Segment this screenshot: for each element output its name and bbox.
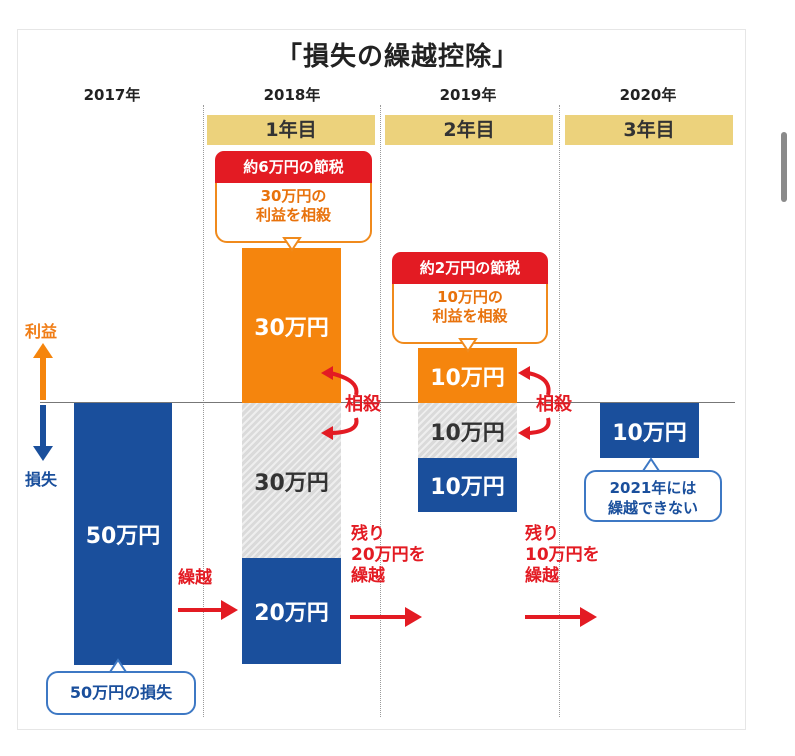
callout-tail xyxy=(458,338,478,353)
expiry-note-line2: 繰越できない xyxy=(607,499,698,517)
remain-note-2018: 残り 20万円を 繰越 xyxy=(351,524,426,587)
carry-label-2017: 繰越 xyxy=(178,568,212,588)
tax-saving-callout-2018: 約6万円の節税 30万円の 利益を相殺 xyxy=(215,151,372,243)
callout-tail xyxy=(108,658,128,673)
arrowhead-icon xyxy=(518,426,530,440)
remain-note-2018-line3: 繰越 xyxy=(351,566,385,586)
remain-note-2018-line2: 20万円を xyxy=(351,545,426,565)
callout-tail xyxy=(641,457,661,472)
year-2020: 2020年 xyxy=(619,86,677,104)
remaining-loss-bar-2019-label: 10万円 xyxy=(430,475,505,500)
tax-saving-head-2019: 約2万円の節税 xyxy=(392,252,548,284)
column-divider xyxy=(380,105,381,717)
remaining-loss-bar-2018-label: 20万円 xyxy=(254,601,329,626)
offset-bar-2018-label: 30万円 xyxy=(254,470,329,496)
column-divider xyxy=(559,105,560,717)
tax-saving-body2-2019: 利益を相殺 xyxy=(432,307,508,325)
zero-baseline xyxy=(40,402,735,403)
arrowhead-icon xyxy=(321,366,333,380)
tax-saving-callout-2019: 約2万円の節税 10万円の 利益を相殺 xyxy=(392,252,548,344)
offset-bar-2019: 10万円 xyxy=(418,403,517,458)
remaining-loss-bar-2019: 10万円 xyxy=(418,458,517,512)
profit-bar-2018: 30万円 xyxy=(242,248,341,403)
profit-axis-label: 利益 xyxy=(25,322,58,341)
offset-curve-arrow-icon xyxy=(329,371,359,435)
loss-bar-2017-label: 50万円 xyxy=(85,524,161,549)
remain-note-2019: 残り 10万円を 繰越 xyxy=(525,524,600,587)
remain-note-2019-line1: 残り xyxy=(525,524,559,544)
arrowhead-icon xyxy=(321,426,333,440)
expiry-callout-2020: 2021年には 繰越できない xyxy=(584,470,722,522)
carry-arrow-icon xyxy=(178,600,238,620)
tax-saving-body2-2018: 利益を相殺 xyxy=(255,206,331,224)
phase-year-3: 3年目 xyxy=(565,115,733,145)
year-2018: 2018年 xyxy=(263,86,321,104)
offset-label-2019: 相殺 xyxy=(536,394,572,415)
loss-bar-2020-label: 10万円 xyxy=(612,420,687,446)
profit-bar-2019: 10万円 xyxy=(418,348,517,403)
callout-tail xyxy=(282,237,302,252)
profit-bar-2018-label: 30万円 xyxy=(254,315,329,341)
phase-year-1: 1年目 xyxy=(207,115,375,145)
offset-bar-2018: 30万円 xyxy=(242,403,341,558)
loss-bar-2017: 50万円 xyxy=(74,403,172,665)
remaining-loss-bar-2018: 20万円 xyxy=(242,558,341,664)
tax-saving-body1-2018: 30万円の xyxy=(260,187,327,205)
tax-saving-head-2018: 約6万円の節税 xyxy=(215,151,372,183)
diagram-title: 「損失の繰越控除」 xyxy=(275,42,519,72)
profit-axis-arrow-icon xyxy=(33,343,53,400)
arrowhead-icon xyxy=(518,366,530,380)
offset-label-2018: 相殺 xyxy=(345,394,381,415)
remain-note-2019-line2: 10万円を xyxy=(525,545,600,565)
loss-axis-label: 損失 xyxy=(25,470,58,489)
offset-bar-2019-label: 10万円 xyxy=(430,420,505,446)
loss-axis-arrow-icon xyxy=(33,405,53,461)
phase-year-2: 2年目 xyxy=(385,115,553,145)
expiry-note-line1: 2021年には xyxy=(609,479,697,497)
remain-note-2019-line3: 繰越 xyxy=(525,566,559,586)
remain-note-2018-line1: 残り xyxy=(351,524,385,544)
carry-arrow-icon xyxy=(525,607,597,627)
loss-callout-2017-text: 50万円の損失 xyxy=(69,683,173,702)
year-2017: 2017年 xyxy=(83,86,141,104)
tax-saving-body1-2019: 10万円の xyxy=(437,288,503,306)
loss-bar-2020: 10万円 xyxy=(600,403,699,458)
carry-arrow-icon xyxy=(350,607,422,627)
scrollbar-thumb[interactable] xyxy=(781,132,787,202)
profit-bar-2019-label: 10万円 xyxy=(430,365,505,391)
year-2019: 2019年 xyxy=(439,86,497,104)
column-divider xyxy=(203,105,204,717)
offset-curve-arrow-icon xyxy=(527,371,551,435)
